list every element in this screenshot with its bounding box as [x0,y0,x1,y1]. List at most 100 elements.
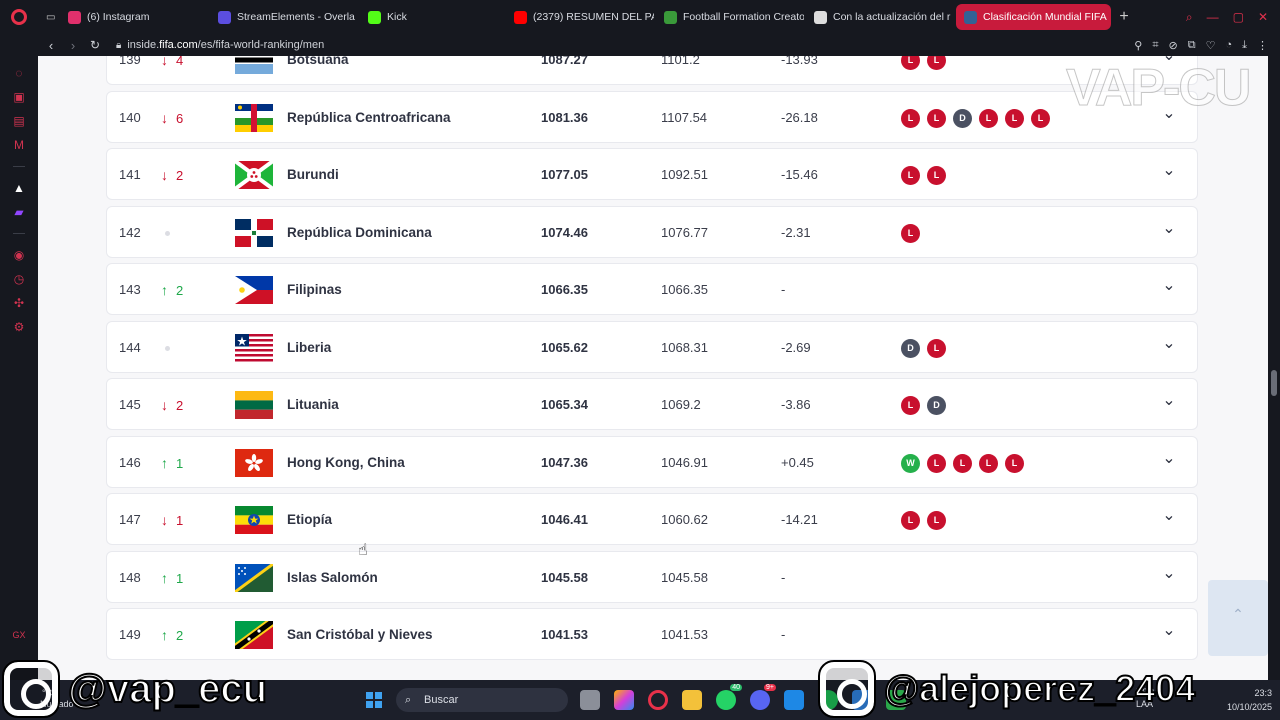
previous-points: 1092.51 [661,167,708,182]
download-icon[interactable]: ⤓ [1242,38,1247,51]
left-handle-text: @vap_ecu [67,666,268,712]
twitch-sidebar-icon[interactable]: ▤ [13,114,25,128]
total-points: 1046.41 [541,512,588,527]
profile-icon[interactable]: ◔ [1225,38,1233,51]
team-name[interactable]: Lituania [287,397,339,412]
result-badge: L [927,338,946,358]
browser-tab[interactable]: Football Formation Creato [656,4,804,30]
player-icon[interactable]: ◉ [13,248,25,262]
chevron-down-icon[interactable]: ⌄ [1162,277,1176,294]
chevron-down-icon[interactable]: ⌄ [1162,104,1176,122]
chevron-down-icon[interactable]: ⌄ [1162,622,1176,639]
start-button[interactable] [366,692,382,708]
lock-icon[interactable]: 🔒︎ [116,39,122,51]
streaming-app-icon[interactable] [886,690,906,710]
vscode-icon[interactable] [784,690,804,710]
browser-tab[interactable]: (2379) RESUMEN DEL PA [506,4,654,30]
chevron-down-icon[interactable]: ⌄ [1162,507,1176,524]
chevron-down-icon[interactable]: ⌄ [1162,449,1176,467]
twitch-icon[interactable]: ▰ [14,205,24,219]
right-instagram-overlay: @alejoperez_2404 [818,660,1196,718]
speed-dial-icon[interactable]: ◌ [15,66,23,80]
close-window-button[interactable]: ✕ [1257,9,1268,24]
chevron-down-icon[interactable]: ⌄ [1159,56,1179,78]
minimize-button[interactable]: — [1206,9,1219,24]
file-explorer-icon[interactable] [682,690,702,710]
ranking-row[interactable]: 142 República Dominicana 1074.46 1076.77 -2.… [106,205,1198,258]
team-name[interactable]: Liberia [287,339,332,355]
chevron-down-icon[interactable]: ⌄ [1162,392,1176,409]
chevron-down-icon[interactable]: ⌄ [1162,219,1176,237]
workspaces-icon[interactable]: ▭ [46,11,56,23]
ranking-row[interactable]: 147 ↓ 1 Etiopía 1046.41 1060.62 -14.21 L L ⌄ [106,493,1198,545]
search-tabs-icon[interactable]: ⌕ [1185,9,1193,24]
taskbar-search-input[interactable]: ⌕ Buscar [396,688,568,712]
team-name[interactable]: San Cristóbal y Nieves [287,627,433,642]
reload-button[interactable]: ↻ [89,38,101,52]
system-clock[interactable]: 23:3 10/10/2025 [1212,686,1272,714]
gx-badge-icon[interactable]: GX [12,630,26,640]
new-tab-button[interactable]: + [1119,8,1129,25]
team-name[interactable]: Etiopía [287,512,333,527]
ranking-row[interactable]: 149 ↑ 2 San Cristóbal y Nieves 1041.53 1041.5… [106,608,1198,660]
pin-icon[interactable]: ⚲ [1134,39,1143,52]
team-name[interactable]: Filipinas [287,282,342,297]
chevron-down-icon[interactable]: ⌄ [1162,162,1176,179]
ranking-row[interactable]: 148 ↑ 1 Islas Salomón 1045.58 1045.58- ⌄ [106,550,1198,603]
chevron-down-icon[interactable]: ⌄ [1162,334,1176,352]
snapshot-icon[interactable]: ⌗ [1152,38,1159,51]
forward-button[interactable]: › [70,37,76,53]
browser-tab[interactable]: Con la actualización del r [806,4,954,30]
scroll-to-top-button[interactable]: ⌃ [1208,580,1268,656]
points-difference: - [781,282,786,297]
discord-icon[interactable]: 9+ [750,684,776,710]
flag-hongkong-icon [235,448,273,477]
address-bar-tools: ⚲ ⌗ ⊘ ⧉ ♡ ◔ ⤓ ⋮ [1134,39,1280,52]
url-field[interactable]: inside.fifa.com/es/fifa-world-ranking/me… [127,39,325,51]
browser-tab[interactable]: (6) Instagram [60,4,208,30]
extensions-sidebar-icon[interactable]: ✣ [13,296,25,310]
opera-logo-icon[interactable] [0,0,38,34]
arrow-down-icon: ↓ [161,397,168,413]
opera-gx-taskbar-icon[interactable] [648,690,668,710]
input-language-indicator[interactable]: ESP LAA [1136,686,1154,710]
copilot-icon[interactable] [614,690,634,710]
address-bar: ‹ › ↻ 🔒︎ inside.fifa.com/es/fifa-world-r… [0,34,1280,56]
ranking-row[interactable]: 144 Liberia 1065.62 1068.31 -2.69 D L ⌄ [106,320,1198,373]
browser-tab[interactable]: StreamElements - Overla [210,4,358,30]
team-name[interactable]: República Dominicana [287,224,432,240]
messenger-icon[interactable]: M [14,138,24,152]
history-icon[interactable]: ◷ [13,272,25,286]
maximize-button[interactable]: ▢ [1232,9,1244,24]
gx-corner-icon[interactable]: ▣ [13,90,25,104]
bookmark-heart-icon[interactable]: ♡ [1205,39,1216,52]
settings-icon[interactable]: ⚙ [13,320,25,334]
scrollbar-thumb[interactable] [1271,370,1277,396]
team-name[interactable]: Hong Kong, China [287,454,405,470]
browser-tab[interactable]: Kick [360,4,504,30]
ranking-row[interactable]: 146 ↑ 1 Hong Kong, China 1047.36 1046.91 +0.45… [106,435,1198,488]
team-name[interactable]: Burundi [287,167,339,182]
team-name[interactable]: República Centroafricana [287,109,451,125]
ranking-row[interactable]: 141 ↓ 2 Burundi 1077.05 1092.51 -15.46 L L ⌄ [106,148,1198,200]
ranking-row[interactable]: 145 ↓ 2 Lituania 1065.34 1069.2 -3.86 L D ⌄ [106,378,1198,430]
ranking-row[interactable]: 143 ↑ 2 Filipinas 1066.35 1066.35- ⌄ [106,263,1198,315]
task-view-icon[interactable] [580,690,600,710]
back-button[interactable]: ‹ [48,37,54,53]
menu-icon[interactable]: ⋮ [1257,39,1268,52]
windows-taskbar: °C Nublado ⌕ Buscar 40 9+ ESP LAA 23:3 10… [0,680,1280,720]
whatsapp-icon[interactable]: 40 [716,684,742,710]
clock-time: 23:3 [1254,688,1272,698]
extensions-icon[interactable]: ⧉ [1187,38,1196,51]
team-name[interactable]: Islas Salomón [287,569,378,585]
browser-tab[interactable]: Clasificación Mundial FIFA✕ [956,4,1111,30]
chevron-down-icon[interactable]: ⌄ [1162,564,1176,582]
page-scrollbar[interactable] [1268,56,1280,680]
adblock-icon[interactable]: ⊘ [1168,39,1178,52]
sidebar-divider [13,166,25,167]
team-name[interactable]: Botsuana [287,56,349,67]
ranking-row[interactable]: 140 ↓ 6 República Centroafricana 1081.36 1107… [106,90,1198,143]
aria-icon[interactable]: ▲ [13,181,25,195]
